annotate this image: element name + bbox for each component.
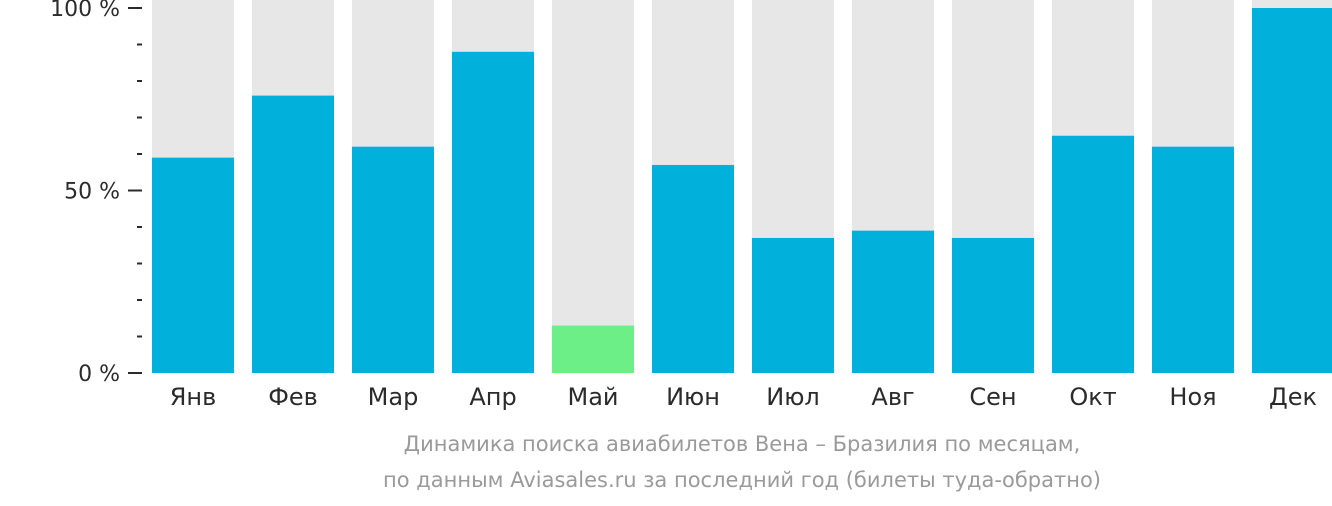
bars-layer [152,0,1332,374]
bar-6 [652,164,734,373]
bar-1 [152,157,234,373]
bar-2 [252,95,334,373]
y-tick-label: 100 % [50,0,120,22]
bar-12 [1252,8,1332,373]
bar-5 [552,325,634,373]
x-tick-label: Ноя [1169,383,1216,411]
bar-4 [452,51,534,374]
bar-11 [1152,146,1234,373]
x-tick-label: Апр [469,383,516,411]
y-tick-label: 0 % [78,362,120,387]
x-tick-label: Сен [969,383,1016,411]
x-tick-label: Июн [666,383,720,411]
x-tick-label: Янв [170,383,217,411]
x-tick-label: Фев [268,383,318,411]
bar-8 [852,230,934,373]
chart-caption: Динамика поиска авиабилетов Вена – Брази… [383,432,1101,492]
x-axis-labels: Янв Фев Мар Апр Май Июн Июл Авг Сен Окт Ноя Дек [170,383,1317,411]
caption-line-2: по данным Aviasales.ru за последний год … [383,468,1101,492]
bar-background [552,0,634,373]
x-tick-label: Дек [1269,383,1317,411]
x-tick-label: Июл [766,383,820,411]
y-axis: 0 % 50 % 100 % [50,0,142,387]
bar-7 [752,237,834,373]
bar-3 [352,146,434,373]
y-tick-label: 50 % [64,180,120,205]
x-tick-label: Окт [1069,383,1116,411]
caption-line-1: Динамика поиска авиабилетов Вена – Брази… [404,432,1081,456]
bar-10 [1052,135,1134,373]
x-tick-label: Мар [368,383,419,411]
bar-9 [952,237,1034,373]
x-tick-label: Авг [871,383,914,411]
x-tick-label: Май [567,383,618,411]
